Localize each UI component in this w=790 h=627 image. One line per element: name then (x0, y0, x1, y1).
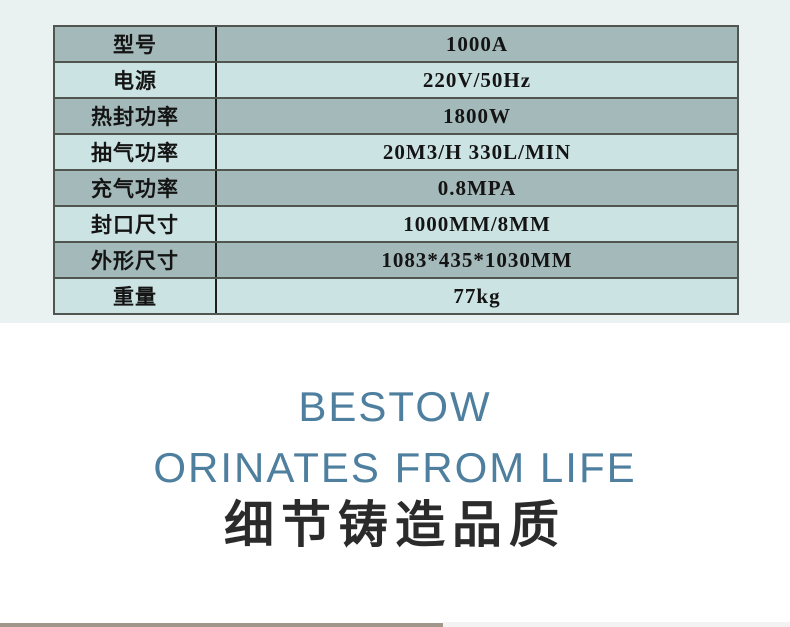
spec-label: 型号 (54, 25, 216, 63)
spec-label: 热封功率 (54, 97, 216, 135)
slogan-block: BESTOW ORINATES FROM LIFE 细节铸造品质 (0, 376, 790, 552)
table-row: 重量 77kg (54, 277, 738, 315)
spec-value: 1083*435*1030MM (215, 241, 738, 279)
spec-label: 抽气功率 (54, 133, 216, 171)
spec-value: 1800W (215, 97, 738, 135)
spec-label: 重量 (54, 277, 216, 315)
table-row: 型号 1000A (54, 25, 738, 63)
bottom-cutoff-bar-left (0, 623, 443, 627)
spec-value: 0.8MPA (215, 169, 738, 207)
slogan-line-2: ORINATES FROM LIFE (153, 444, 637, 491)
table-row: 充气功率 0.8MPA (54, 169, 738, 207)
spec-value: 220V/50Hz (215, 61, 738, 99)
slogan-line-1: BESTOW (298, 383, 492, 430)
spec-label: 充气功率 (54, 169, 216, 207)
spec-label: 电源 (54, 61, 216, 99)
spec-table-body: 型号 1000A 电源 220V/50Hz 热封功率 1800W 抽气功率 20… (54, 25, 738, 315)
table-row: 抽气功率 20M3/H 330L/MIN (54, 133, 738, 171)
bottom-cutoff-bar-right (443, 622, 790, 627)
table-row: 外形尺寸 1083*435*1030MM (54, 241, 738, 279)
spec-table: 型号 1000A 电源 220V/50Hz 热封功率 1800W 抽气功率 20… (53, 25, 739, 315)
table-row: 电源 220V/50Hz (54, 61, 738, 99)
spec-value: 1000A (215, 25, 738, 63)
table-row: 封口尺寸 1000MM/8MM (54, 205, 738, 243)
spec-value: 77kg (215, 277, 738, 315)
spec-value: 20M3/H 330L/MIN (215, 133, 738, 171)
slogan-line-3: 细节铸造品质 (224, 497, 566, 553)
spec-label: 封口尺寸 (54, 205, 216, 243)
spec-label: 外形尺寸 (54, 241, 216, 279)
spec-value: 1000MM/8MM (215, 205, 738, 243)
table-row: 热封功率 1800W (54, 97, 738, 135)
